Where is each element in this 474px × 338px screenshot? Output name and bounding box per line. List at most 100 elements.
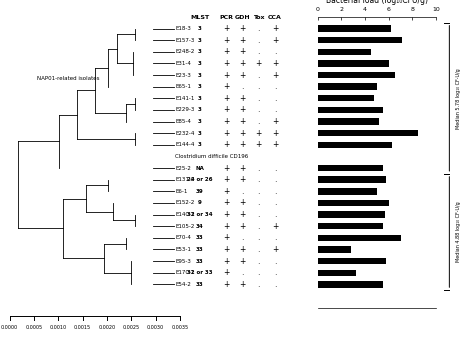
- Text: .: .: [257, 222, 260, 231]
- Text: +: +: [239, 105, 246, 115]
- Text: NA: NA: [195, 166, 204, 171]
- Text: .: .: [273, 280, 276, 289]
- Text: GDH: GDH: [235, 16, 250, 20]
- Text: E140-3: E140-3: [175, 212, 195, 217]
- Text: .: .: [257, 245, 260, 254]
- Text: +: +: [272, 129, 278, 138]
- Text: .: .: [273, 198, 276, 208]
- Text: .: .: [241, 268, 244, 277]
- Text: E144-4: E144-4: [175, 142, 195, 147]
- Text: .: .: [257, 82, 260, 91]
- Text: Tox: Tox: [253, 16, 264, 20]
- Bar: [318, 130, 419, 136]
- Text: 33: 33: [196, 247, 204, 252]
- Text: 0.0030: 0.0030: [147, 325, 164, 330]
- Text: +: +: [223, 268, 229, 277]
- Text: 33: 33: [196, 259, 204, 264]
- Text: +: +: [239, 59, 246, 68]
- Text: +: +: [223, 82, 229, 91]
- Bar: [318, 25, 391, 32]
- Text: +: +: [223, 140, 229, 149]
- Text: +: +: [239, 47, 246, 56]
- Text: +: +: [255, 140, 262, 149]
- Text: +: +: [272, 222, 278, 231]
- Text: +: +: [223, 245, 229, 254]
- Text: .: .: [257, 280, 260, 289]
- Text: +: +: [239, 222, 246, 231]
- Text: E105-2: E105-2: [175, 224, 195, 229]
- Text: +: +: [223, 47, 229, 56]
- Bar: [318, 37, 402, 43]
- Text: .: .: [257, 198, 260, 208]
- Text: E232-4: E232-4: [175, 131, 195, 136]
- Text: .: .: [273, 105, 276, 115]
- Text: .: .: [257, 210, 260, 219]
- Text: +: +: [223, 210, 229, 219]
- Text: +: +: [239, 129, 246, 138]
- Text: .: .: [273, 257, 276, 266]
- Text: Median 4.88 log₁₀ CF-U/g: Median 4.88 log₁₀ CF-U/g: [456, 202, 462, 262]
- Text: .: .: [257, 233, 260, 242]
- Bar: [318, 165, 383, 171]
- Text: 39: 39: [196, 189, 204, 194]
- Bar: [318, 246, 351, 252]
- Text: 33: 33: [196, 235, 204, 240]
- Text: +: +: [223, 129, 229, 138]
- Text: +: +: [272, 71, 278, 79]
- Bar: [318, 176, 386, 183]
- Text: Median 5.78 log₁₀ CF-U/g: Median 5.78 log₁₀ CF-U/g: [456, 68, 462, 129]
- Text: +: +: [223, 117, 229, 126]
- Title: Bacterial load (log₁₀CFU/g): Bacterial load (log₁₀CFU/g): [326, 0, 428, 5]
- Text: .: .: [257, 94, 260, 103]
- Text: .: .: [273, 82, 276, 91]
- Bar: [318, 188, 377, 194]
- Text: E170-1: E170-1: [175, 270, 195, 275]
- Text: 0.0015: 0.0015: [74, 325, 91, 330]
- Text: 0.0000: 0.0000: [1, 325, 18, 330]
- Text: .: .: [273, 47, 276, 56]
- Text: 24 or 26: 24 or 26: [187, 177, 212, 182]
- Text: +: +: [239, 164, 246, 173]
- Text: E53-1: E53-1: [175, 247, 191, 252]
- Text: E248-2: E248-2: [175, 49, 195, 54]
- Text: E25-2: E25-2: [175, 166, 191, 171]
- Text: +: +: [223, 24, 229, 33]
- Text: CCA: CCA: [268, 16, 282, 20]
- Text: MLST: MLST: [190, 16, 210, 20]
- Text: 0.0010: 0.0010: [50, 325, 67, 330]
- Text: E31-4: E31-4: [175, 61, 191, 66]
- Bar: [318, 142, 392, 148]
- Text: +: +: [223, 175, 229, 184]
- Text: +: +: [239, 71, 246, 79]
- Text: +: +: [239, 175, 246, 184]
- Text: +: +: [239, 94, 246, 103]
- Bar: [318, 200, 389, 206]
- Text: +: +: [239, 117, 246, 126]
- Text: +: +: [272, 24, 278, 33]
- Bar: [318, 83, 377, 90]
- Text: 32 or 34: 32 or 34: [187, 212, 212, 217]
- Text: 3: 3: [198, 26, 202, 31]
- Text: 33: 33: [196, 282, 204, 287]
- Text: +: +: [223, 233, 229, 242]
- Text: .: .: [257, 187, 260, 196]
- Text: 0.0005: 0.0005: [26, 325, 43, 330]
- Text: .: .: [273, 268, 276, 277]
- Text: 3: 3: [198, 96, 202, 101]
- Text: +: +: [239, 245, 246, 254]
- Text: +: +: [239, 210, 246, 219]
- Text: .: .: [273, 233, 276, 242]
- Text: E6-1: E6-1: [175, 189, 188, 194]
- Text: E229-3: E229-3: [175, 107, 195, 113]
- Text: .: .: [273, 210, 276, 219]
- Text: +: +: [223, 94, 229, 103]
- Text: 34: 34: [196, 224, 204, 229]
- Text: 3: 3: [198, 61, 202, 66]
- Text: +: +: [239, 198, 246, 208]
- Text: .: .: [257, 24, 260, 33]
- Text: +: +: [255, 59, 262, 68]
- Text: Clostridium difficile CD196: Clostridium difficile CD196: [175, 154, 249, 159]
- Text: .: .: [257, 175, 260, 184]
- Text: 0.0035: 0.0035: [172, 325, 189, 330]
- Text: E85-4: E85-4: [175, 119, 191, 124]
